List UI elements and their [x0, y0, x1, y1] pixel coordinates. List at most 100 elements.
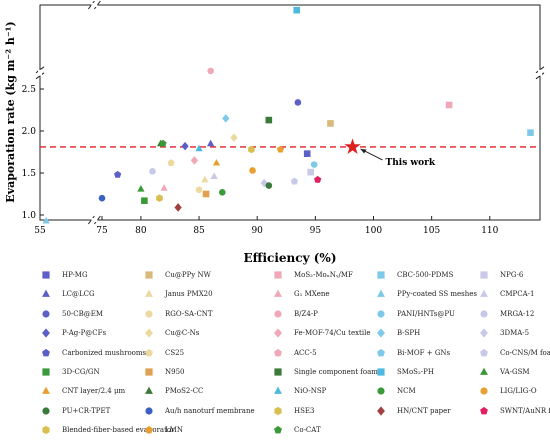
legend-marker — [480, 271, 488, 279]
data-point — [167, 159, 175, 166]
data-point — [195, 144, 203, 152]
legend-marker-icon — [42, 348, 50, 356]
legend-marker-icon — [145, 368, 153, 376]
data-point — [219, 189, 226, 196]
legend-label: PPy-coated SS meshes — [397, 290, 478, 299]
legend-marker — [274, 271, 282, 279]
legend-item: Co-CNS/M foam — [478, 346, 550, 360]
data-point — [303, 150, 311, 157]
legend-marker — [480, 328, 488, 338]
legend-marker-icon — [480, 310, 488, 318]
legend-marker-icon — [274, 387, 282, 395]
legend-marker — [145, 271, 153, 279]
legend-item: RGO-SA-CNT — [143, 307, 213, 321]
data-point — [445, 101, 453, 109]
legend-marker-icon — [42, 328, 50, 338]
legend-label: Co-CAT — [294, 426, 321, 435]
legend-marker — [42, 310, 50, 318]
legend-marker — [145, 290, 153, 298]
legend-label: Au/h nanoturf membrane — [165, 406, 255, 415]
legend-label: NiO-NSP — [294, 387, 327, 396]
legend-item: SWNT/AuNR films — [478, 404, 550, 418]
legend-marker-icon — [480, 348, 488, 356]
legend-label: PANI/HNTs@PU — [397, 309, 455, 318]
legend-marker — [145, 387, 153, 395]
legend-marker — [480, 290, 488, 298]
legend-label: Fe-MOF-74/Cu textile — [294, 329, 371, 338]
legend-item: N950 — [143, 365, 185, 379]
legend-label: Co-CNS/M foam — [500, 348, 550, 357]
y-tick-label: 1.0 — [22, 211, 37, 221]
legend-label: N950 — [165, 368, 185, 376]
legend-marker-icon — [480, 271, 488, 279]
legend-marker-icon — [377, 368, 385, 376]
data-point — [276, 145, 285, 153]
legend-marker-icon — [42, 407, 50, 415]
legend-label: ACC-5 — [294, 348, 317, 357]
data-point — [314, 175, 322, 183]
legend: HP-MG Cu@PPy NW MoS₂-MoₓNᵧ/MF CBC-500-PDMS N… — [40, 268, 550, 446]
legend-marker — [377, 328, 385, 338]
data-point — [249, 167, 256, 174]
legend-marker-icon — [274, 310, 282, 318]
legend-marker-icon — [377, 290, 385, 298]
legend-marker — [274, 348, 282, 356]
legend-marker — [145, 310, 153, 318]
legend-item: PPy-coated SS meshes — [375, 287, 477, 301]
legend-label: PMoS2-CC — [165, 387, 204, 396]
legend-marker-icon — [480, 367, 488, 375]
legend-item: 50-CB@EM — [40, 307, 103, 321]
data-point — [527, 129, 534, 136]
legend-item: LMN — [143, 423, 183, 437]
legend-item: Blended-fiber-based evaporator — [40, 423, 174, 437]
right-break-gap — [538, 69, 542, 76]
legend-item: B-SPH — [375, 326, 420, 340]
legend-item: PU+CR-TPET — [40, 404, 110, 418]
legend-item: MRGA-12 — [478, 307, 534, 321]
legend-marker — [480, 387, 488, 395]
legend-marker — [274, 387, 282, 395]
legend-label: HSE3 — [294, 406, 315, 415]
legend-label: MRGA-12 — [500, 309, 535, 318]
legend-item: LIG/LIG-O — [478, 384, 537, 398]
data-point — [327, 120, 334, 127]
legend-marker — [274, 328, 282, 338]
legend-marker-icon — [480, 328, 488, 338]
legend-label: LC@LCG — [62, 290, 95, 299]
legend-label: Cu@PPy NW — [165, 271, 211, 279]
data-point — [98, 194, 106, 202]
legend-marker — [377, 348, 385, 356]
x-tick-label: 105 — [423, 226, 440, 236]
legend-marker — [480, 348, 488, 356]
legend-marker-icon — [145, 348, 153, 356]
legend-marker-icon — [274, 328, 282, 338]
legend-item: PMoS2-CC — [143, 384, 203, 398]
highlight-label: This work — [386, 158, 436, 168]
legend-marker-icon — [42, 368, 50, 376]
legend-item: MoS₂-MoₓNᵧ/MF — [272, 268, 353, 282]
legend-marker — [42, 328, 50, 338]
legend-item: Cu@C-Ns — [143, 326, 199, 340]
data-point — [293, 6, 301, 14]
legend-item: Janus PMX20 — [143, 287, 213, 301]
data-point — [307, 168, 314, 176]
legend-marker — [480, 367, 488, 375]
legend-label: HN/CNT paper — [397, 406, 451, 415]
data-point — [181, 141, 189, 151]
legend-item: SMoS₂-PH — [375, 365, 434, 379]
y-tick-label: 1.5 — [22, 169, 37, 179]
legend-label: LMN — [165, 426, 183, 435]
legend-marker — [42, 426, 50, 435]
data-point — [310, 161, 318, 168]
legend-marker — [480, 310, 488, 318]
legend-item: NiO-NSP — [272, 384, 326, 398]
data-point — [207, 139, 215, 147]
legend-item: Co-CAT — [272, 423, 321, 437]
legend-marker — [42, 290, 50, 298]
x-tick-label: 100 — [365, 226, 382, 236]
legend-marker-icon — [480, 290, 488, 298]
legend-label: B/Z4-P — [294, 309, 318, 318]
legend-marker — [42, 368, 50, 376]
legend-marker-icon — [145, 310, 153, 318]
data-point — [207, 67, 214, 75]
